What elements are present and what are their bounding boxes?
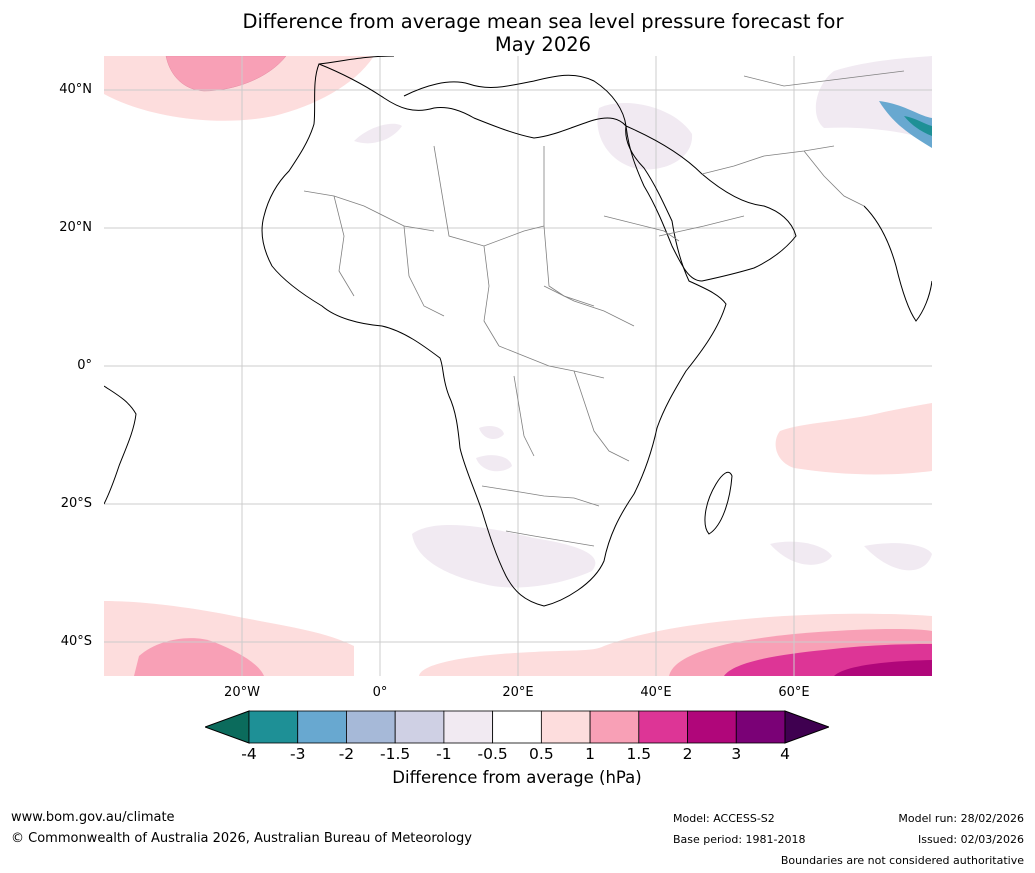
anomaly-neg-south-indian-2 bbox=[864, 543, 932, 571]
south-america-coastline bbox=[104, 385, 137, 505]
footer-base-period: Base period: 1981-2018 bbox=[673, 833, 806, 846]
anomaly-pos-0.5-indian bbox=[775, 403, 932, 475]
colorbar-tick-label: -4 bbox=[241, 745, 257, 763]
lat-label-0: 0° bbox=[77, 358, 92, 373]
arabia-coastline bbox=[625, 125, 797, 282]
lon-label-20w: 20°W bbox=[224, 685, 260, 700]
anomaly-pos-1-north bbox=[165, 56, 287, 92]
graticule bbox=[104, 56, 932, 676]
title-line-2: May 2026 bbox=[494, 33, 592, 56]
footer-website[interactable]: www.bom.gov.au/climate bbox=[11, 810, 175, 825]
anomaly-neg-congo bbox=[479, 426, 504, 439]
anomaly-neg-south-indian-1 bbox=[770, 541, 832, 565]
anomaly-shading bbox=[104, 56, 932, 676]
colorbar-tick-label: -1.5 bbox=[380, 745, 411, 763]
footer-model-run: Model run: 28/02/2026 bbox=[898, 812, 1024, 825]
madagascar-coastline bbox=[704, 471, 733, 535]
colorbar-tick-label: 4 bbox=[780, 745, 790, 763]
colorbar-bin bbox=[492, 710, 542, 744]
title-line-1: Difference from average mean sea level p… bbox=[242, 10, 844, 33]
colorbar-bin bbox=[346, 710, 396, 744]
colorbar-tick-label: -2 bbox=[338, 745, 355, 763]
lon-label-40e: 40°E bbox=[640, 685, 672, 700]
colorbar-bin bbox=[443, 710, 494, 744]
colorbar-tick-label: 1.5 bbox=[626, 745, 652, 763]
colorbar-tick-label: 2 bbox=[682, 745, 693, 763]
anomaly-pos-2-south-east bbox=[834, 660, 932, 676]
colorbar-tick-label: 0.5 bbox=[529, 745, 554, 763]
anomaly-neg-kalahari bbox=[476, 455, 512, 472]
india-coastline bbox=[863, 205, 932, 322]
anomaly-neg-tibet bbox=[879, 101, 932, 148]
footer-copyright: © Commonwealth of Australia 2026, Austra… bbox=[11, 831, 472, 846]
colorbar-tick-label: -3 bbox=[289, 745, 306, 763]
lon-label-20e: 20°E bbox=[502, 685, 534, 700]
lat-label-40s: 40°S bbox=[60, 634, 92, 649]
footer-disclaimer: Boundaries are not considered authoritat… bbox=[780, 854, 1024, 867]
colorbar-title: Difference from average (hPa) bbox=[392, 768, 642, 787]
colorbar-tick-label: -0.5 bbox=[477, 745, 508, 763]
map-panel bbox=[104, 56, 932, 676]
colorbar-bin bbox=[589, 710, 640, 744]
colorbar-bin bbox=[394, 710, 445, 744]
colorbar bbox=[205, 710, 829, 744]
colorbar-bin bbox=[297, 710, 347, 744]
colorbar-extend-high bbox=[784, 710, 829, 744]
anomaly-neg-south-atlantic bbox=[412, 525, 596, 588]
coastlines bbox=[104, 56, 932, 607]
colorbar-tick-label: 1 bbox=[585, 745, 596, 763]
anomaly-neg-0.5-sahara bbox=[354, 123, 402, 144]
anomaly-neg-0.5-arabia bbox=[597, 103, 693, 170]
lat-label-20n: 20°N bbox=[59, 220, 92, 235]
europe-coastline bbox=[318, 56, 627, 127]
lat-label-20s: 20°S bbox=[60, 496, 92, 511]
colorbar-tick-label: -1 bbox=[436, 745, 452, 763]
colorbar-bin bbox=[248, 710, 299, 744]
country-borders bbox=[303, 70, 905, 547]
colorbar-bin bbox=[735, 710, 786, 744]
lat-label-40n: 40°N bbox=[59, 82, 92, 97]
footer-issued: Issued: 02/03/2026 bbox=[917, 833, 1024, 846]
colorbar-tick-label: 3 bbox=[731, 745, 742, 763]
chart-title: Difference from average mean sea level p… bbox=[0, 10, 1035, 56]
lon-label-0: 0° bbox=[372, 685, 388, 700]
anomaly-pos-1-south-west bbox=[134, 638, 264, 676]
anomaly-pos-0.5-north bbox=[104, 56, 374, 121]
africa-coastline bbox=[261, 63, 727, 607]
colorbar-bin bbox=[540, 710, 591, 744]
colorbar-bin bbox=[687, 710, 737, 744]
colorbar-extend-low bbox=[205, 710, 250, 744]
lon-label-60e: 60°E bbox=[778, 685, 810, 700]
footer-model: Model: ACCESS-S2 bbox=[673, 812, 775, 825]
colorbar-bin bbox=[638, 710, 688, 744]
anomaly-neg-tibet-core bbox=[904, 116, 932, 136]
